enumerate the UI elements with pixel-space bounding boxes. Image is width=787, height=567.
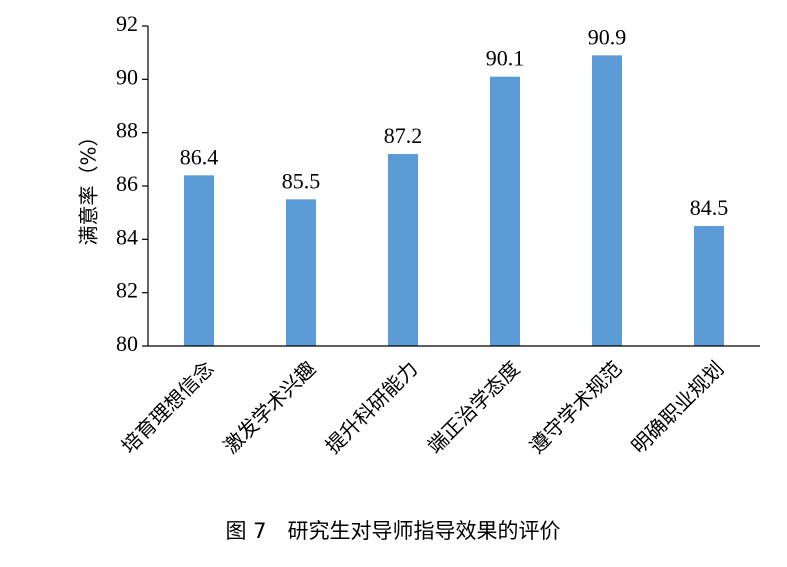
x-tick-label: 培育理想信念	[117, 356, 219, 458]
x-tick-label: 激发学术兴趣	[219, 356, 321, 458]
caption: 图 7 研究生对导师指导效果的评价	[225, 519, 560, 543]
x-tick-label: 遵守学术规范	[525, 356, 627, 458]
data-label: 85.5	[282, 168, 321, 193]
data-label: 84.5	[690, 195, 729, 220]
y-axis-label: 满意率（%）	[77, 126, 101, 245]
y-tick-label: 84	[116, 224, 138, 249]
bar	[286, 199, 316, 346]
data-label: 90.1	[486, 46, 525, 71]
y-tick-label: 92	[116, 11, 138, 36]
y-tick-label: 88	[116, 118, 138, 143]
bar	[388, 154, 418, 346]
y-tick-label: 90	[116, 64, 138, 89]
x-tick-label: 提升科研能力	[321, 356, 423, 458]
x-tick-label: 明确职业规划	[627, 356, 729, 458]
bar	[694, 226, 724, 346]
data-label: 90.9	[588, 24, 627, 49]
y-tick-label: 86	[116, 171, 138, 196]
data-label: 87.2	[384, 123, 423, 148]
bar	[184, 175, 214, 346]
bar	[490, 76, 520, 347]
y-tick-label: 82	[116, 278, 138, 303]
bar	[592, 55, 622, 346]
data-label: 86.4	[180, 144, 219, 169]
x-tick-label: 端正治学态度	[423, 356, 525, 458]
y-tick-label: 80	[116, 331, 138, 356]
